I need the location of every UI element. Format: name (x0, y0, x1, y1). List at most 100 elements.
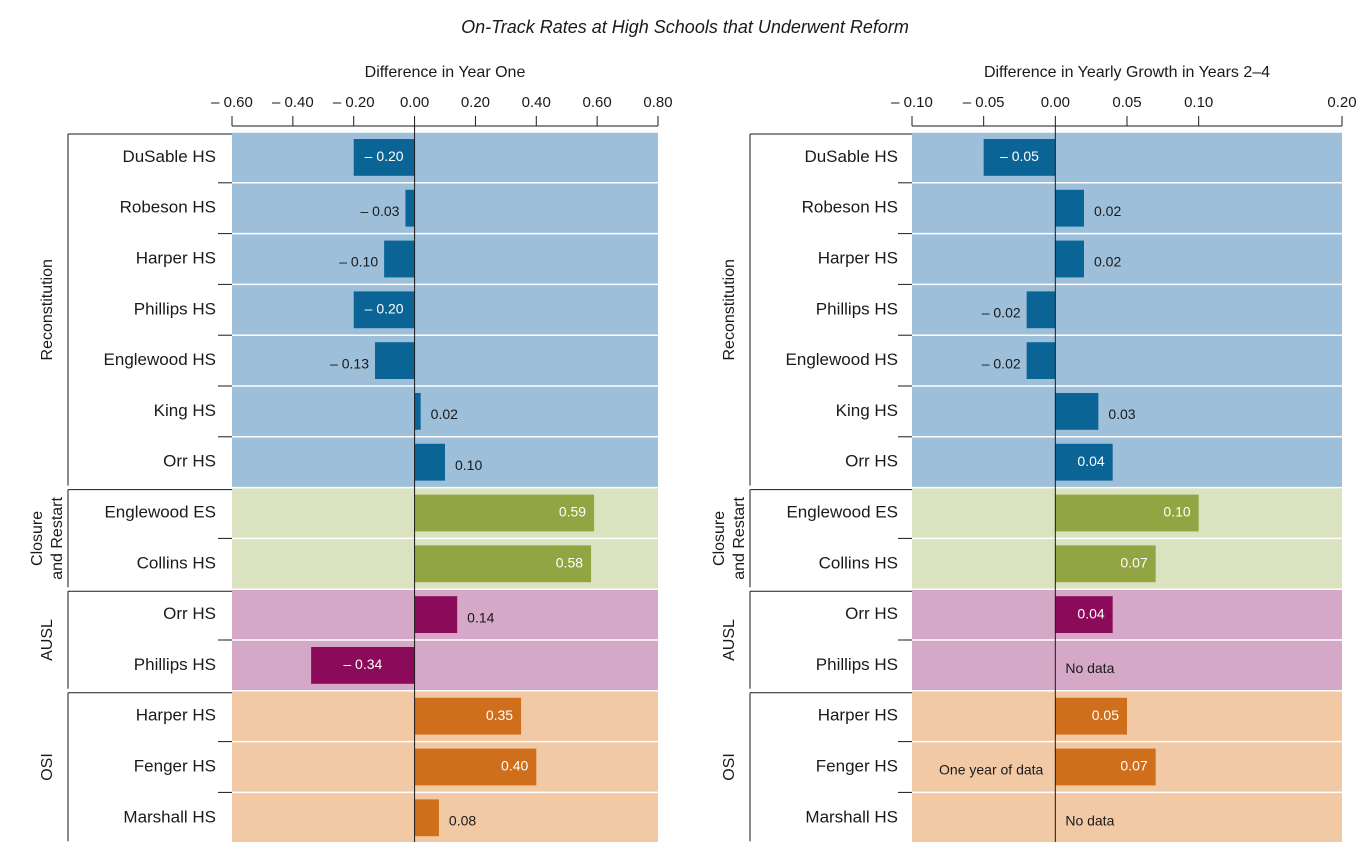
value-label: 0.05 (1092, 707, 1119, 723)
category-label: Fenger HS (134, 756, 216, 775)
x-tick-label: 0.20 (461, 94, 490, 111)
category-label: Orr HS (845, 604, 898, 623)
category-label: Englewood HS (104, 350, 216, 369)
category-label: King HS (836, 401, 898, 420)
value-label: 0.02 (431, 406, 458, 422)
group-label: Closure (711, 511, 728, 566)
x-tick-label: 0.00 (400, 94, 429, 111)
bar (1055, 545, 1156, 583)
annotation: One year of data (939, 762, 1044, 778)
axis-title: Difference in Year One (365, 64, 526, 81)
category-label: Robeson HS (120, 198, 216, 217)
value-label: 0.04 (1077, 605, 1104, 621)
category-label: Robeson HS (802, 198, 898, 217)
bar (414, 748, 537, 786)
x-tick-label: – 0.40 (272, 94, 314, 111)
group-label: AUSL (39, 619, 56, 661)
value-label: 0.59 (559, 504, 586, 520)
bar (414, 443, 445, 481)
group-label: OSI (721, 753, 738, 781)
bar (1055, 596, 1113, 633)
bar (1055, 240, 1084, 278)
value-label: 0.07 (1120, 758, 1147, 774)
category-label: Phillips HS (134, 655, 216, 674)
x-tick-label: 0.40 (522, 94, 551, 111)
value-label: 0.40 (501, 758, 528, 774)
bar (353, 291, 415, 329)
x-tick-label: 0.80 (643, 94, 672, 111)
band (912, 132, 1342, 183)
band (232, 284, 658, 336)
category-label: Phillips HS (816, 655, 898, 674)
bar (1055, 494, 1199, 532)
value-label: 0.02 (1094, 254, 1121, 270)
category-label: Marshall HS (123, 807, 216, 826)
band (912, 284, 1342, 336)
bar (1055, 443, 1113, 481)
value-label: 0.10 (455, 457, 482, 473)
band (232, 640, 658, 691)
x-tick-label: 0.00 (1041, 94, 1070, 111)
x-tick-label: 0.10 (1184, 94, 1213, 111)
category-label: Orr HS (845, 452, 898, 471)
bar (311, 647, 415, 684)
band (912, 640, 1342, 691)
category-label: Harper HS (136, 706, 216, 725)
band (912, 335, 1342, 386)
bar (414, 545, 592, 583)
bar (414, 494, 595, 532)
bar (405, 189, 415, 227)
value-label: – 0.03 (361, 203, 400, 219)
group-label: Closure (29, 511, 46, 566)
category-label: DuSable HS (804, 147, 898, 166)
category-label: Orr HS (163, 452, 216, 471)
value-label: 0.03 (1108, 406, 1135, 422)
x-tick-label: – 0.10 (891, 94, 933, 111)
bar (414, 799, 439, 837)
band (232, 233, 658, 285)
bar (414, 697, 522, 735)
x-tick-label: 0.60 (583, 94, 612, 111)
value-label: – 0.20 (365, 301, 404, 317)
value-label: No data (1065, 660, 1114, 676)
group-label: OSI (39, 753, 56, 781)
category-label: Phillips HS (134, 299, 216, 318)
value-label: 0.58 (556, 555, 583, 571)
bar (1055, 189, 1084, 227)
bar (1026, 291, 1056, 329)
band (912, 182, 1342, 234)
bar (1055, 697, 1127, 735)
band (912, 589, 1342, 640)
bar (353, 139, 415, 176)
value-label: – 0.20 (365, 148, 404, 164)
group-label: Reconstitution (39, 259, 56, 360)
value-label: – 0.02 (982, 355, 1021, 371)
value-label: – 0.34 (343, 656, 382, 672)
chart-title: On-Track Rates at High Schools that Unde… (461, 17, 909, 37)
band (232, 792, 658, 842)
value-label: 0.04 (1077, 453, 1104, 469)
band (232, 335, 658, 386)
category-label: King HS (154, 401, 216, 420)
group-label: AUSL (721, 619, 738, 661)
value-label: No data (1065, 813, 1114, 829)
bar (384, 240, 415, 278)
category-label: Harper HS (136, 248, 216, 267)
category-label: Englewood HS (786, 350, 898, 369)
group-label: Reconstitution (721, 259, 738, 360)
band (912, 233, 1342, 285)
band (912, 792, 1342, 842)
value-label: 0.10 (1163, 504, 1190, 520)
bar (414, 596, 458, 633)
value-label: 0.07 (1120, 555, 1147, 571)
category-label: Collins HS (819, 553, 898, 572)
category-label: Phillips HS (816, 299, 898, 318)
category-label: DuSable HS (122, 147, 216, 166)
value-label: – 0.05 (1000, 148, 1039, 164)
band (912, 436, 1342, 488)
band (232, 386, 658, 437)
axis-title: Difference in Yearly Growth in Years 2–4 (984, 64, 1270, 81)
value-label: 0.02 (1094, 203, 1121, 219)
value-label: – 0.02 (982, 305, 1021, 321)
x-tick-label: – 0.05 (963, 94, 1005, 111)
